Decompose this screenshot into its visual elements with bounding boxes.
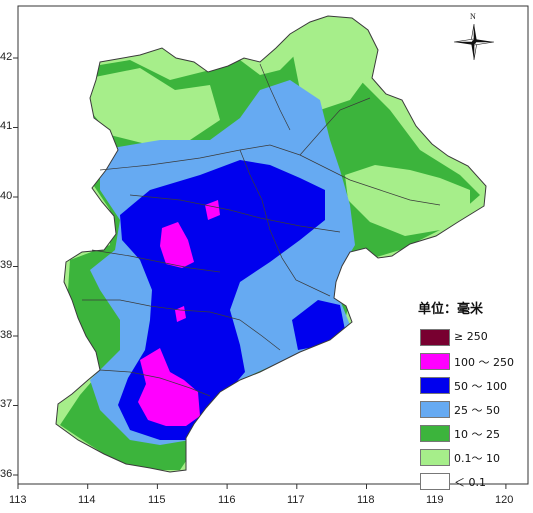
north-label: N xyxy=(470,12,476,21)
legend-swatch xyxy=(420,449,450,466)
y-tick-label: 40 xyxy=(0,190,13,202)
legend-item: ＜ 0.1 xyxy=(412,471,524,495)
legend-label: ＜ 0.1 xyxy=(454,476,486,489)
y-tick-label: 36 xyxy=(0,468,13,480)
zone-light-rain-east xyxy=(345,165,470,236)
legend-swatch xyxy=(420,473,450,490)
x-tick-label: 117 xyxy=(287,494,305,506)
zone-light-rain-northeast xyxy=(290,22,372,110)
legend-label: 100 ～ 250 xyxy=(454,356,514,369)
y-tick-label: 42 xyxy=(0,51,13,63)
x-tick-label: 120 xyxy=(495,494,514,506)
admin-boundaries xyxy=(82,63,441,397)
legend-item: 25 ～ 50 xyxy=(412,399,524,423)
legend-label: 0.1～ 10 xyxy=(454,452,500,465)
zone-light-rain-north xyxy=(80,68,220,145)
x-tick-label: 119 xyxy=(426,494,444,506)
north-arrow: N xyxy=(452,12,496,62)
compass-rose-icon xyxy=(453,23,495,61)
y-tick-label: 37 xyxy=(0,398,13,410)
legend-swatch xyxy=(420,401,450,418)
legend-label: ≥ 250 xyxy=(454,330,488,343)
y-tick-label: 39 xyxy=(0,259,13,271)
x-tick-label: 116 xyxy=(218,494,236,506)
zone-rainstorm-east xyxy=(292,300,345,350)
y-axis-ticks xyxy=(13,57,18,476)
legend-swatch xyxy=(420,353,450,370)
legend-swatch xyxy=(420,425,450,442)
legend-title: 单位：毫米 xyxy=(418,302,484,317)
x-tick-label: 114 xyxy=(78,494,96,506)
zone-heavy-rainstorm-north xyxy=(160,222,194,268)
y-tick-label: 41 xyxy=(0,120,13,132)
zone-heavy-rainstorm-mid xyxy=(205,200,220,220)
legend-swatch xyxy=(420,377,450,394)
legend: 单位：毫米 ≥ 250 100 ～ 250 50 ～ 100 25 ～ 50 10 ～ … xyxy=(412,298,524,495)
legend-label: 25 ～ 50 xyxy=(454,404,500,417)
legend-swatch xyxy=(420,329,450,346)
x-tick-label: 115 xyxy=(148,494,166,506)
legend-item: 0.1～ 10 xyxy=(412,447,524,471)
legend-item: ≥ 250 xyxy=(412,327,524,351)
x-tick-label: 113 xyxy=(9,494,27,506)
x-tick-label: 118 xyxy=(357,494,375,506)
legend-item: 10 ～ 25 xyxy=(412,423,524,447)
legend-item: 100 ～ 250 xyxy=(412,351,524,375)
zone-heavy-rainstorm-south xyxy=(138,348,200,426)
legend-label: 50 ～ 100 xyxy=(454,380,507,393)
y-tick-label: 38 xyxy=(0,329,13,341)
legend-item: 50 ～ 100 xyxy=(412,375,524,399)
legend-label: 10 ～ 25 xyxy=(454,428,500,441)
